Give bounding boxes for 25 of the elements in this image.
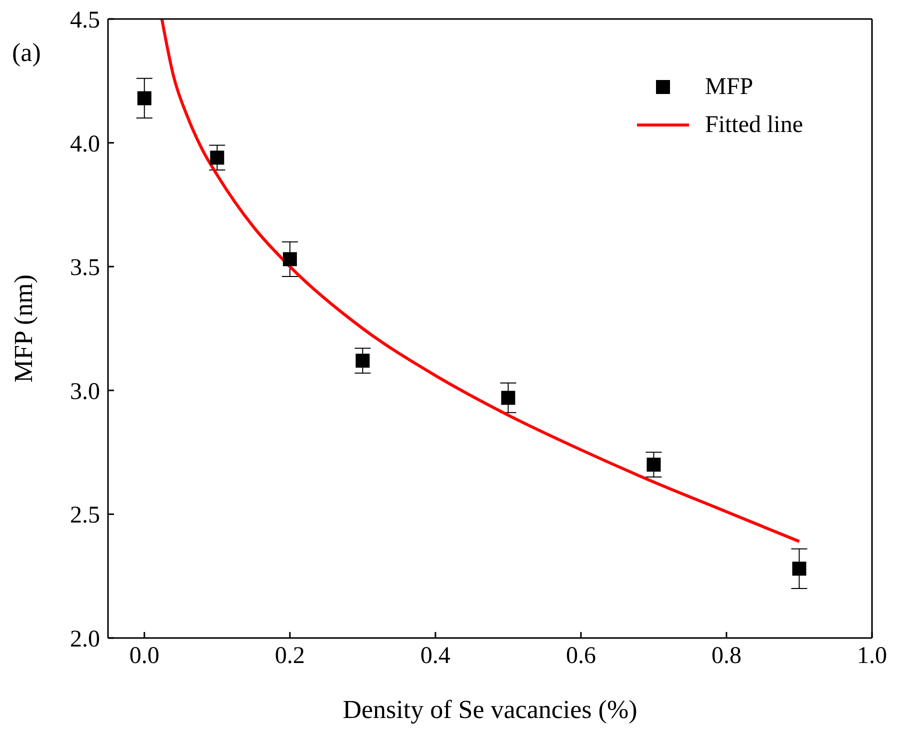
point <box>792 562 806 576</box>
point <box>646 458 661 472</box>
point <box>137 91 152 106</box>
x-tick-label: 0.0 <box>129 643 160 670</box>
y-tick-label: 2.5 <box>70 502 100 529</box>
line-series <box>160 19 801 543</box>
point <box>282 252 297 266</box>
y-tick-label: 2.0 <box>70 626 100 653</box>
y-tick-label: 3.0 <box>70 378 100 405</box>
y-tick-label: 4.5 <box>70 8 100 34</box>
legend-label: Fitted line <box>705 111 803 140</box>
text: (a) <box>12 38 41 68</box>
y-axis-title: MFP (nm) <box>9 274 38 383</box>
y-tick-label: 3.5 <box>70 255 100 282</box>
x-tick-label: 0.8 <box>711 643 742 670</box>
point <box>501 390 516 405</box>
legend-label: MFP <box>705 73 754 102</box>
x-tick-label: 0.4 <box>420 643 450 670</box>
point <box>210 150 224 165</box>
y-tick-label: 4.0 <box>70 131 100 158</box>
x-axis-title: Density of Se vacancies (%) <box>342 695 638 724</box>
point <box>356 354 370 368</box>
x-tick-label: 0.6 <box>566 643 596 670</box>
x-tick-label: 0.2 <box>274 643 305 670</box>
x-tick-label: 1.0 <box>857 643 887 670</box>
